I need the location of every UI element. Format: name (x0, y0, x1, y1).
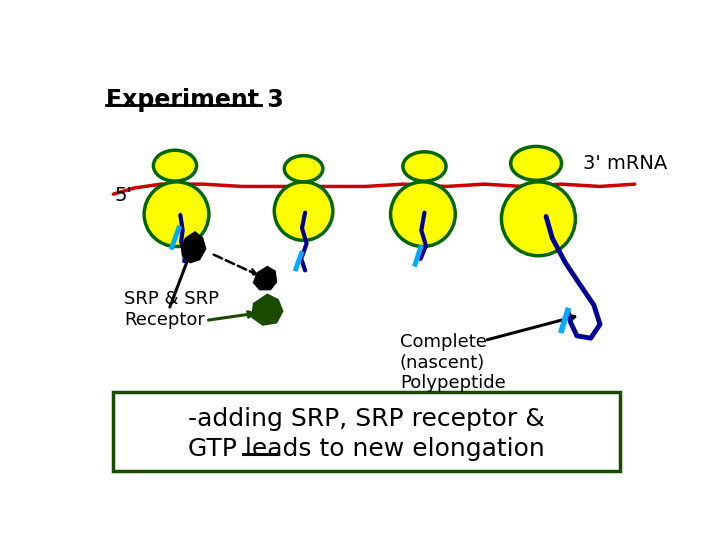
Polygon shape (252, 294, 283, 325)
Circle shape (501, 182, 575, 256)
Text: 5': 5' (115, 186, 132, 205)
Text: SRP & SRP
Receptor: SRP & SRP Receptor (124, 291, 219, 329)
FancyBboxPatch shape (113, 392, 620, 470)
Text: Experiment 3: Experiment 3 (106, 88, 284, 112)
Text: GTP leads to new elongation: GTP leads to new elongation (189, 437, 545, 461)
Text: -adding SRP, SRP receptor &: -adding SRP, SRP receptor & (189, 408, 545, 431)
Ellipse shape (403, 152, 446, 181)
Polygon shape (253, 267, 276, 289)
Ellipse shape (284, 156, 323, 182)
Ellipse shape (510, 146, 562, 180)
Circle shape (390, 182, 455, 247)
Text: Complete
(nascent)
Polypeptide: Complete (nascent) Polypeptide (400, 333, 505, 393)
Circle shape (144, 182, 209, 247)
Ellipse shape (153, 150, 197, 181)
Polygon shape (181, 232, 206, 262)
Circle shape (274, 182, 333, 240)
Text: 3' mRNA: 3' mRNA (583, 154, 667, 173)
